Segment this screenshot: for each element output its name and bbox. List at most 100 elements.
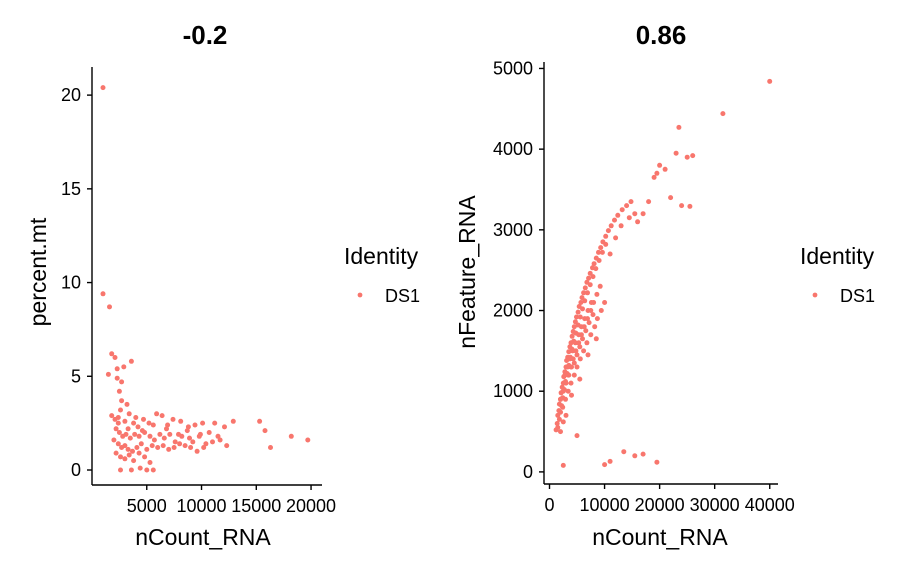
- data-point: [112, 355, 118, 360]
- data-point: [136, 450, 142, 456]
- legend-label-ds1: DS1: [840, 286, 875, 306]
- data-point: [582, 298, 588, 304]
- data-point: [138, 441, 144, 447]
- data-point: [125, 446, 131, 452]
- data-point: [651, 174, 657, 180]
- data-point: [100, 85, 106, 91]
- data-point: [581, 348, 587, 354]
- data-point: [132, 431, 138, 437]
- y-tick-label: 15: [61, 179, 81, 199]
- data-point: [578, 324, 584, 330]
- data-point: [123, 431, 129, 437]
- data-point: [113, 426, 119, 432]
- data-point: [626, 215, 632, 221]
- data-point: [621, 449, 627, 455]
- data-point: [586, 320, 592, 326]
- data-point: [133, 415, 139, 420]
- data-point: [690, 153, 696, 159]
- data-point: [115, 420, 121, 426]
- data-point: [182, 443, 188, 449]
- data-point: [115, 415, 121, 420]
- data-point: [171, 445, 177, 450]
- data-point: [585, 352, 591, 358]
- data-point: [673, 150, 679, 156]
- data-point: [598, 245, 604, 251]
- data-point: [164, 426, 169, 432]
- data-point: [122, 456, 128, 462]
- data-point: [575, 309, 581, 315]
- data-point: [157, 431, 163, 437]
- data-point: [203, 441, 209, 447]
- y-tick-label: 5000: [493, 58, 533, 78]
- data-point: [201, 445, 207, 450]
- data-point: [187, 435, 192, 441]
- data-point: [593, 266, 599, 272]
- panel-title: 0.86: [636, 20, 687, 50]
- panel-title: -0.2: [183, 20, 228, 50]
- data-point: [126, 452, 132, 458]
- data-point: [619, 207, 625, 213]
- data-point: [184, 428, 190, 434]
- data-point: [580, 306, 585, 312]
- x-tick-label: 10000: [176, 496, 226, 516]
- data-point: [602, 462, 608, 468]
- data-point: [576, 332, 582, 338]
- data-point: [586, 275, 592, 281]
- data-point: [105, 371, 111, 377]
- data-point: [111, 437, 117, 443]
- x-tick-label: 10000: [580, 495, 630, 515]
- y-tick-label: 20: [61, 85, 81, 105]
- data-point: [599, 249, 605, 255]
- data-point: [197, 431, 203, 437]
- data-point: [194, 448, 200, 454]
- data-point: [654, 459, 660, 465]
- y-ticks: 0 1000 2000 3000 4000 5000: [493, 58, 544, 482]
- data-point: [268, 445, 273, 450]
- x-ticks: 0 10000 20000 30000 40000: [544, 484, 795, 515]
- data-point: [720, 111, 726, 117]
- data-point: [596, 249, 601, 255]
- data-point: [167, 431, 173, 437]
- data-point: [109, 413, 115, 419]
- x-tick-label: 40000: [745, 495, 795, 515]
- data-point: [144, 446, 150, 452]
- data-point: [150, 467, 156, 473]
- data-point: [128, 467, 134, 473]
- data-point: [603, 233, 609, 239]
- data-point: [119, 379, 125, 385]
- data-point: [172, 439, 178, 445]
- scatter-points: [100, 85, 311, 473]
- panel-nfeature-rna: 0.86 0 10000 20000 30000 40000 0 1000 2000 3000…: [454, 20, 875, 550]
- data-point: [116, 430, 122, 435]
- data-point: [127, 435, 133, 441]
- data-point: [131, 420, 137, 426]
- y-tick-label: 0: [71, 460, 81, 480]
- data-point: [574, 433, 580, 439]
- data-point: [607, 458, 613, 464]
- x-ticks: 5000 10000 15000 20000: [127, 485, 336, 516]
- data-point: [554, 421, 560, 426]
- data-point: [574, 352, 580, 358]
- data-point: [608, 223, 614, 229]
- data-point: [137, 465, 143, 471]
- x-tick-label: 0: [544, 495, 554, 515]
- data-point: [144, 467, 150, 473]
- data-point: [155, 445, 161, 450]
- data-point: [178, 418, 184, 424]
- data-point: [607, 251, 613, 257]
- x-tick-label: 30000: [690, 495, 740, 515]
- data-point: [166, 446, 172, 452]
- data-point: [190, 439, 196, 445]
- data-point: [635, 219, 641, 225]
- data-point: [565, 388, 571, 394]
- data-point: [577, 314, 583, 320]
- data-point: [615, 212, 621, 218]
- data-point: [560, 419, 566, 425]
- data-point: [568, 380, 574, 386]
- data-point: [571, 324, 577, 330]
- data-point: [192, 422, 198, 428]
- data-point: [613, 235, 619, 241]
- data-point: [119, 398, 125, 404]
- data-point: [640, 211, 646, 217]
- data-point: [136, 433, 142, 439]
